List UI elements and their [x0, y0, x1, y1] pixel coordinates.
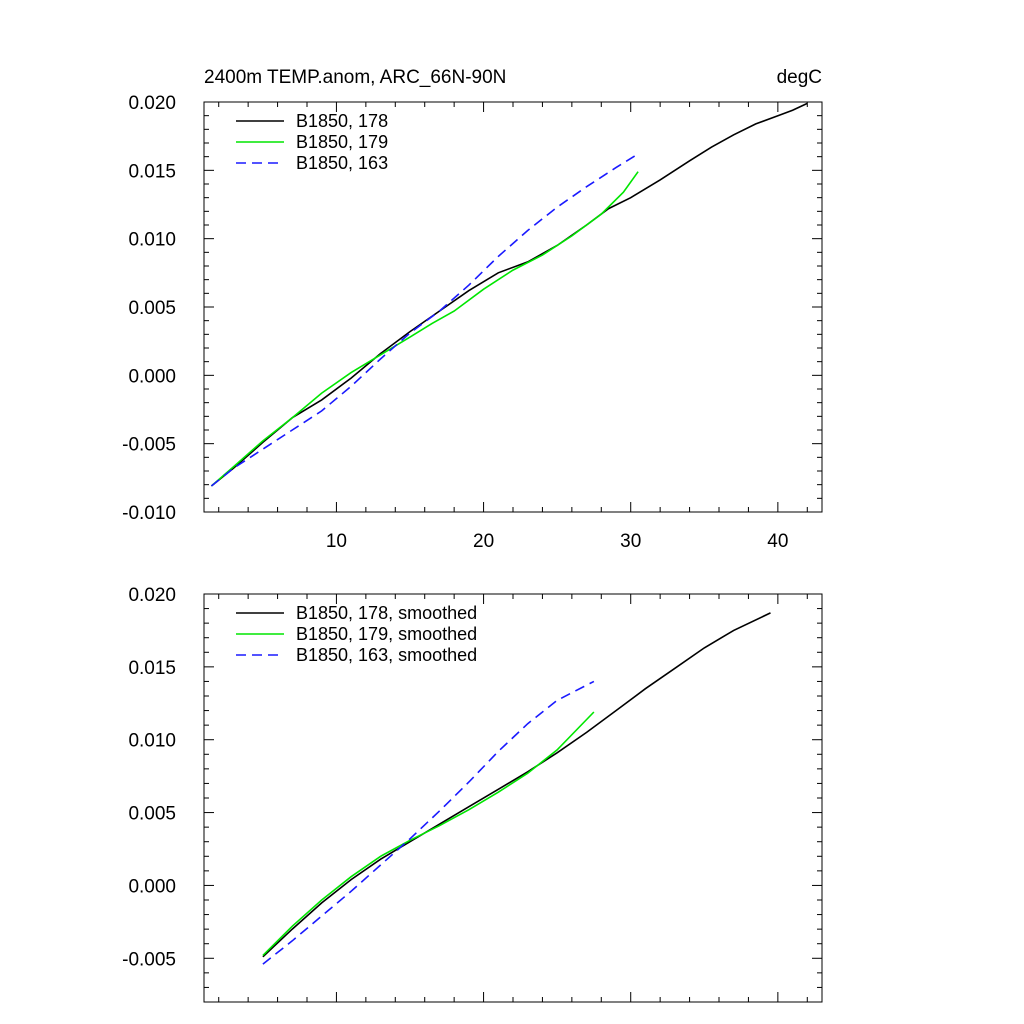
y-tick-label: 0.000: [128, 366, 176, 387]
y-tick-label: 0.015: [128, 161, 176, 182]
y-tick-label: 0.010: [128, 731, 176, 752]
series-line: [262, 711, 595, 956]
chart-title: 2400m TEMP.anom, ARC_66N-90N: [204, 67, 506, 88]
top-panel: 2400m TEMP.anom, ARC_66N-90N degC 10 20 30…: [122, 67, 823, 552]
series-line: [262, 612, 771, 958]
y-tick-label: -0.005: [122, 435, 176, 456]
y-tick-label: 0.005: [128, 298, 176, 319]
x-tick-label: 30: [620, 531, 641, 552]
legend-label: B1850, 163: [296, 153, 388, 173]
legend-label: B1850, 179: [296, 132, 388, 152]
series-line: [210, 102, 808, 487]
y-tick-label: 0.015: [128, 658, 176, 679]
x-tick-label: 10: [326, 531, 347, 552]
series-line: [210, 153, 639, 487]
y-tick-label: -0.010: [122, 503, 176, 524]
series-line: [262, 680, 595, 965]
units-label: degC: [777, 67, 822, 88]
legend-label: B1850, 178, smoothed: [296, 603, 477, 623]
x-tick-label: 20: [473, 531, 494, 552]
legend-label: B1850, 178: [296, 111, 388, 131]
x-tick-label: 40: [767, 531, 788, 552]
bottom-panel: -0.005 0.000 0.005 0.010 0.015 0.020 B1850, 17…: [122, 585, 823, 1003]
y-tick-label: 0.005: [128, 804, 176, 825]
y-tick-label: 0.020: [128, 93, 176, 114]
y-tick-label: -0.005: [122, 949, 176, 970]
legend-label: B1850, 179, smoothed: [296, 624, 477, 644]
series-line: [210, 171, 639, 487]
y-tick-label: 0.010: [128, 230, 176, 251]
y-tick-label: 0.020: [128, 585, 176, 606]
y-tick-label: 0.000: [128, 876, 176, 897]
legend-label: B1850, 163, smoothed: [296, 645, 477, 665]
